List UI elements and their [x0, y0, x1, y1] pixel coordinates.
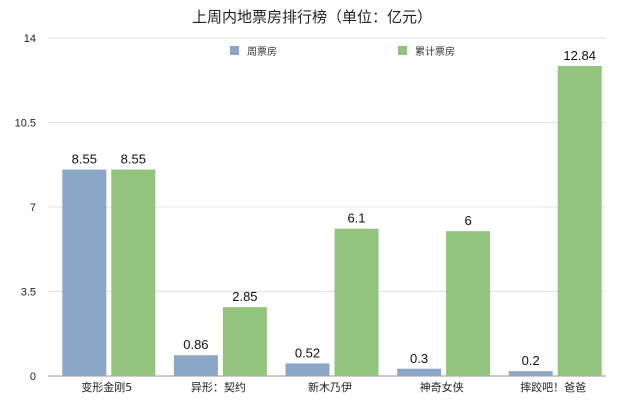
bar — [557, 66, 602, 377]
data-labels: 8.55 8.55 0.86 2.85 0.52 6.1 0.3 6 0.2 12.84 — [72, 48, 596, 368]
y-tick-label: 7 — [30, 202, 36, 214]
bar — [111, 169, 156, 376]
y-tick-label: 10.5 — [15, 118, 36, 130]
data-label: 6 — [464, 213, 471, 228]
legend-swatch — [230, 46, 239, 55]
category-label: 摔跤吧！爸爸 — [520, 380, 586, 394]
category-label: 变形金刚5 — [81, 380, 132, 394]
legend: 周票房 累计票房 — [230, 45, 455, 58]
y-tick-label: 0 — [30, 371, 36, 383]
category-label: 异形：契约 — [191, 380, 246, 394]
bar — [446, 231, 491, 376]
bar — [173, 355, 218, 376]
bar — [62, 169, 107, 376]
data-label: 2.85 — [232, 289, 257, 304]
bars — [62, 66, 602, 377]
legend-swatch — [398, 46, 407, 55]
bar — [285, 363, 330, 376]
category-label: 新木乃伊 — [308, 380, 352, 394]
y-axis-ticks: 0 3.5 7 10.5 14 — [15, 33, 36, 383]
data-label: 8.55 — [121, 152, 146, 167]
category-label: 神奇女侠 — [420, 380, 464, 394]
bar — [508, 371, 553, 376]
data-label: 12.84 — [563, 48, 596, 63]
legend-label: 周票房 — [247, 45, 277, 58]
data-label: 0.2 — [522, 353, 540, 368]
legend-label: 累计票房 — [415, 45, 455, 58]
bar — [222, 307, 267, 376]
data-label: 6.1 — [347, 211, 365, 226]
bar — [397, 368, 442, 376]
data-label: 8.55 — [72, 152, 97, 167]
data-label: 0.86 — [183, 337, 208, 352]
bar — [334, 228, 379, 376]
data-label: 0.3 — [410, 351, 428, 366]
y-tick-label: 14 — [24, 33, 36, 45]
category-labels: 变形金刚5 异形：契约 新木乃伊 神奇女侠 摔跤吧！爸爸 — [81, 380, 586, 394]
data-label: 0.52 — [295, 345, 320, 360]
chart-title: 上周内地票房排行榜（单位：亿元） — [192, 8, 432, 26]
y-tick-label: 3.5 — [21, 287, 36, 299]
